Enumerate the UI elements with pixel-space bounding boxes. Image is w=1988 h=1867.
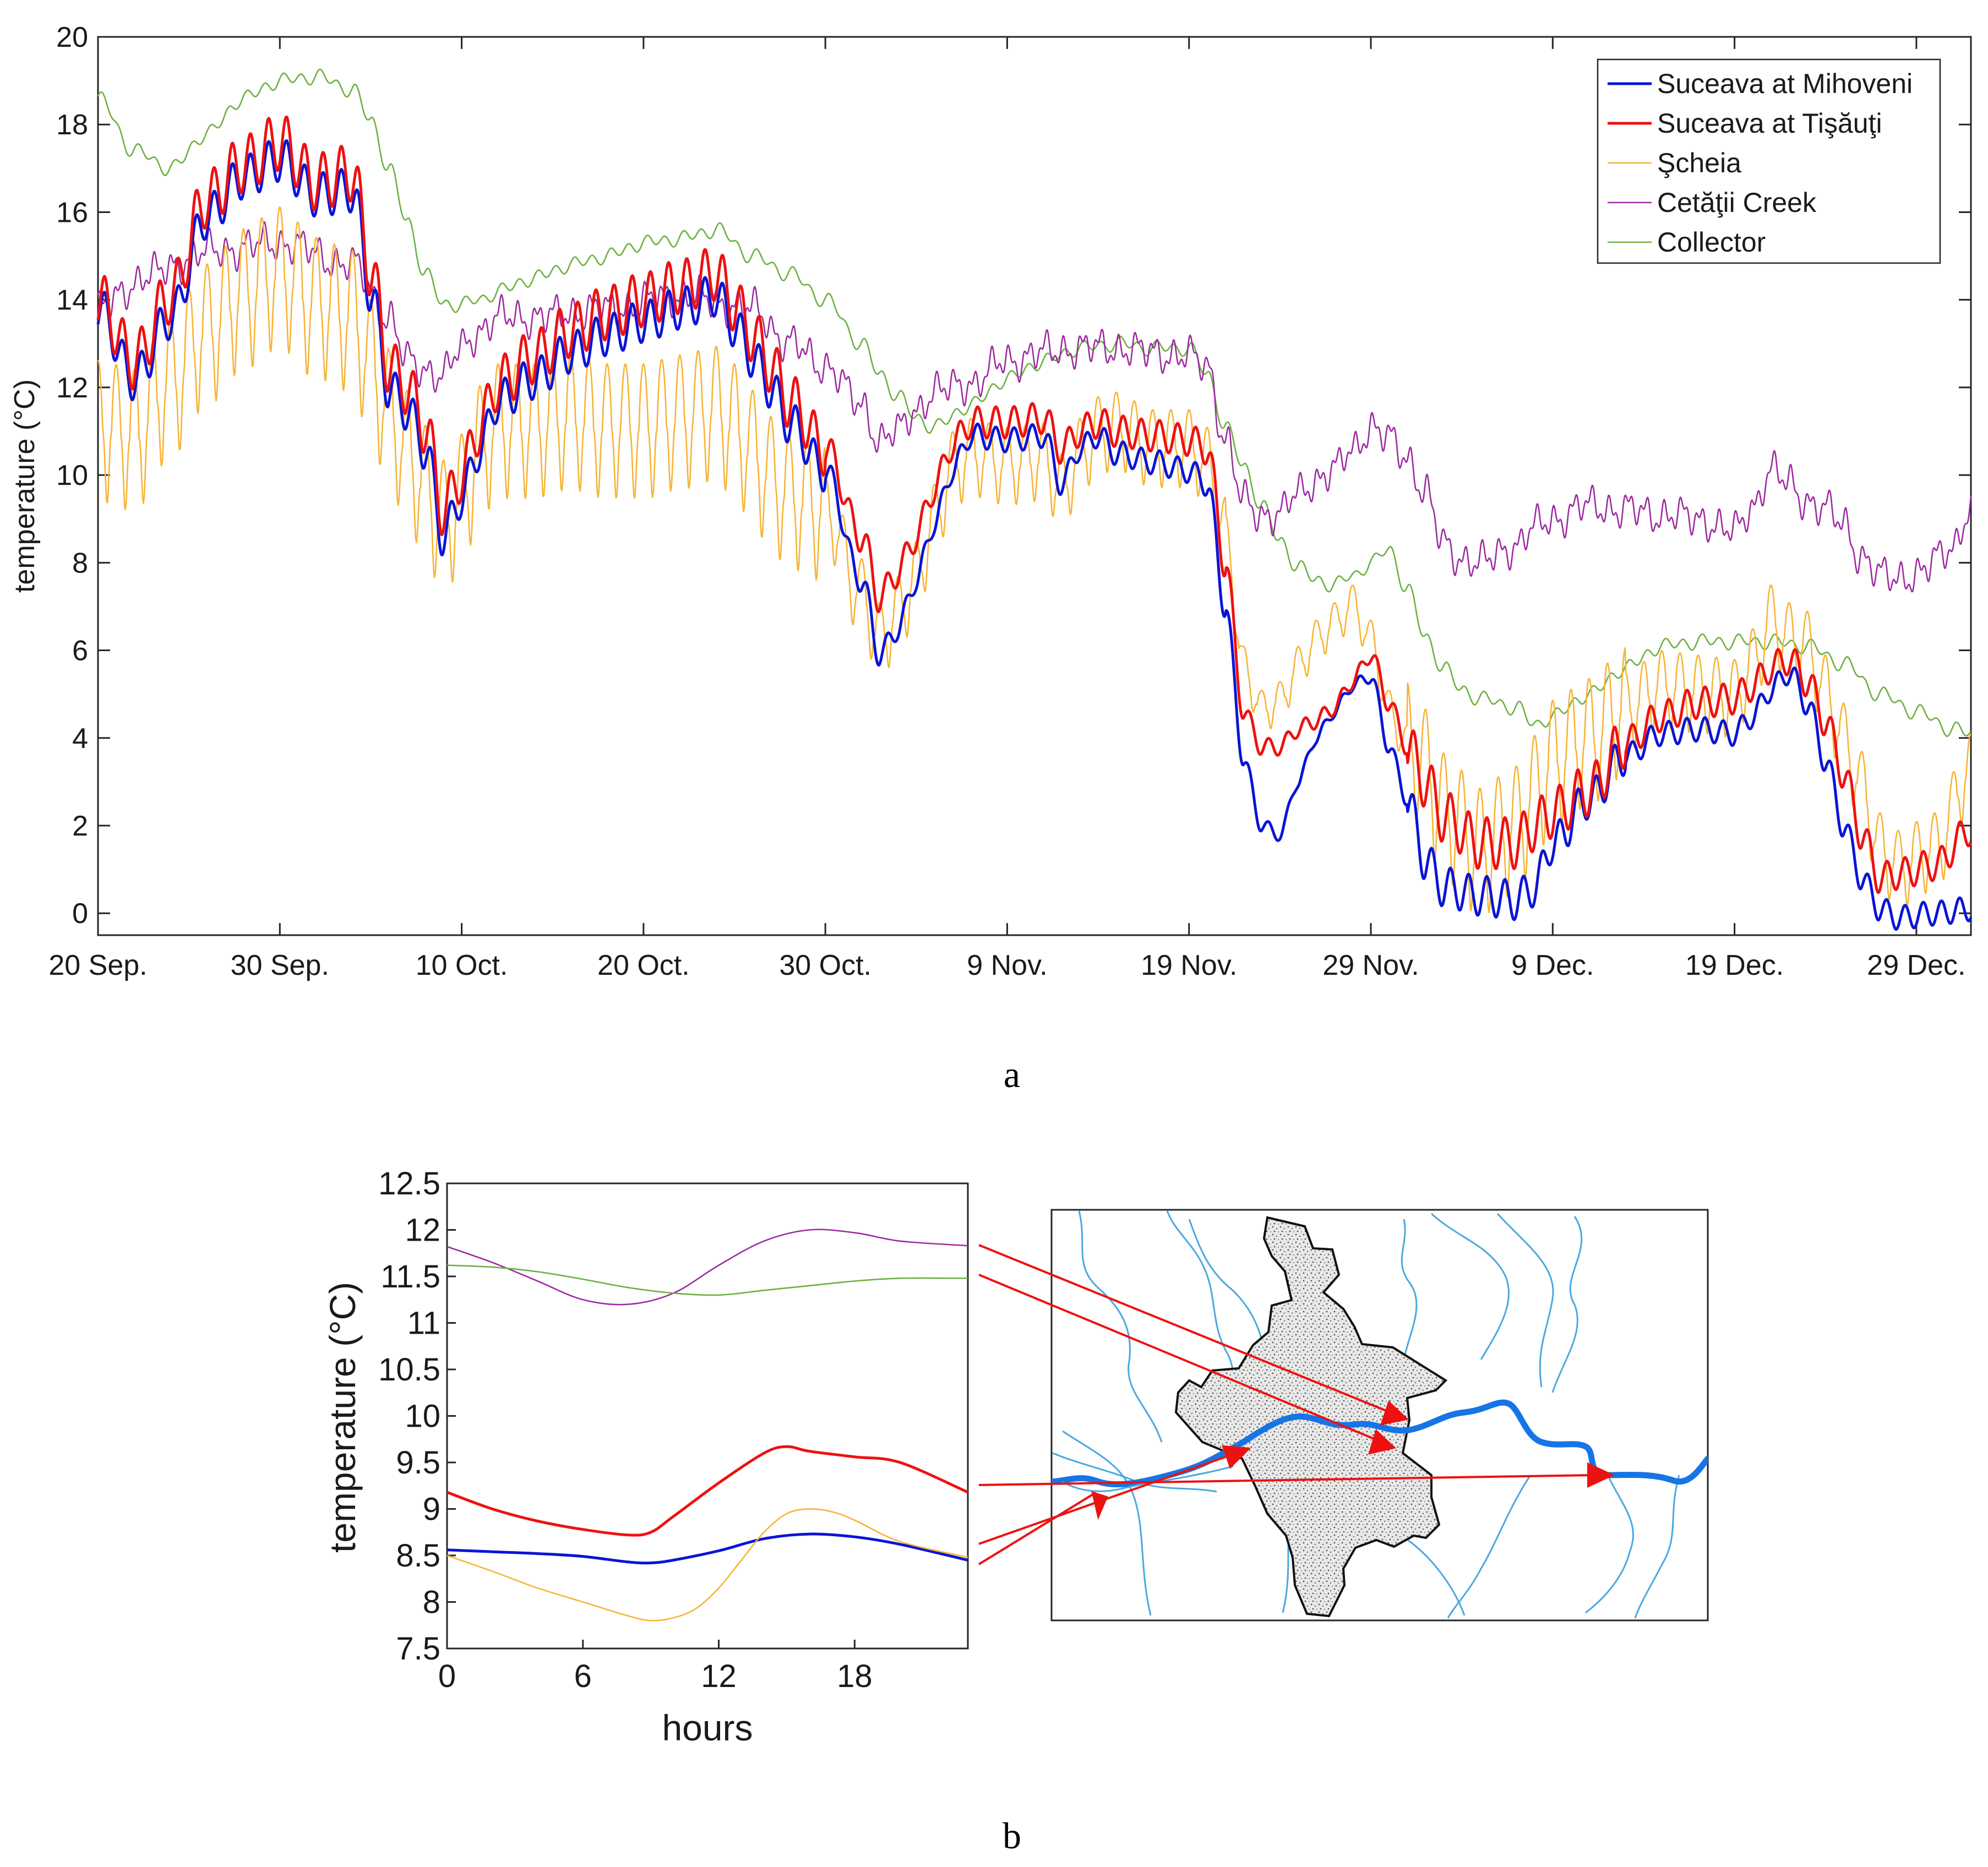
x-tick-label: 19 Nov. bbox=[1141, 949, 1237, 981]
y-tick-label: 4 bbox=[72, 723, 88, 755]
y-tick-label: 11.5 bbox=[380, 1259, 440, 1295]
x-tick-label: 12 bbox=[701, 1658, 737, 1694]
arrow-head-mihoveni bbox=[1222, 1445, 1251, 1469]
arrow-line-collector bbox=[978, 1274, 1382, 1443]
y-tick-label: 2 bbox=[72, 810, 88, 842]
x-tick-label: 30 Oct. bbox=[779, 949, 872, 981]
legend-label-suceava-at-tisauti: Suceava at Tişăuţi bbox=[1657, 108, 1882, 139]
panel-b-label: b bbox=[1003, 1815, 1021, 1857]
series-line-suceava-at-mihoveni bbox=[446, 1532, 968, 1565]
arrow-line-cetatii bbox=[978, 1244, 1393, 1415]
map-panel bbox=[1050, 1209, 1709, 1622]
panel-a-label: a bbox=[1004, 1053, 1020, 1095]
panel-b-chart: 7.5 8 8.5 9 9.5 10 10.5 11 11.5 12 12.5 0 6 12 18 tem… bbox=[322, 1166, 969, 1748]
panel-a-y-ticks: 0 2 4 6 8 10 12 14 16 18 20 bbox=[56, 21, 1971, 930]
series-line-scheia bbox=[97, 206, 1972, 914]
y-tick-label: 10.5 bbox=[378, 1352, 440, 1388]
y-tick-label: 16 bbox=[56, 196, 88, 228]
series-line-suceava-at-tisauti bbox=[446, 1445, 969, 1537]
panel-a-series bbox=[96, 68, 1973, 931]
y-tick-label: 18 bbox=[56, 109, 88, 141]
panel-b-x-ticks: 0 6 12 18 bbox=[438, 1640, 873, 1694]
y-tick-label: 9.5 bbox=[396, 1445, 440, 1481]
y-tick-label: 8 bbox=[423, 1585, 440, 1620]
y-tick-label: 9 bbox=[423, 1492, 440, 1527]
y-tick-label: 20 bbox=[56, 21, 88, 53]
series-line-suceava-at-tisauti bbox=[96, 116, 1973, 894]
y-tick-label: 14 bbox=[56, 285, 88, 316]
arrow-line-scheia bbox=[978, 1492, 1097, 1565]
y-tick-label: 12 bbox=[56, 372, 88, 404]
legend: Suceava at Mihoveni Suceava at Tişăuţi Şch… bbox=[1597, 58, 1941, 264]
series-line-collector bbox=[97, 68, 1972, 738]
y-tick-label: 7.5 bbox=[396, 1631, 440, 1667]
legend-label-collector: Collector bbox=[1657, 227, 1766, 258]
x-tick-label: 30 Sep. bbox=[231, 949, 329, 981]
legend-label-cetatii-creek: Cetăţii Creek bbox=[1657, 187, 1817, 218]
panel-b-x-axis-label: hours bbox=[662, 1707, 753, 1748]
y-tick-label: 12.5 bbox=[378, 1166, 440, 1202]
sampling-arrows bbox=[978, 1244, 1615, 1565]
panel-a-x-ticks: 20 Sep. 30 Sep. 10 Oct. 20 Oct. 30 Oct. 9 Nov… bbox=[48, 37, 1966, 981]
y-tick-label: 6 bbox=[72, 635, 88, 667]
x-tick-label: 20 Sep. bbox=[48, 949, 147, 981]
y-tick-label: 0 bbox=[72, 898, 88, 930]
series-line-collector bbox=[446, 1264, 968, 1296]
x-tick-label: 29 Nov. bbox=[1322, 949, 1419, 981]
legend-label-suceava-at-mihoveni: Suceava at Mihoveni bbox=[1657, 68, 1913, 99]
series-line-cetatii-creek bbox=[97, 221, 1972, 593]
arrow-head-tisauti bbox=[1587, 1462, 1615, 1488]
series-line-scheia bbox=[446, 1508, 968, 1622]
x-tick-label: 18 bbox=[837, 1658, 873, 1694]
arrow-head-scheia bbox=[1091, 1491, 1108, 1520]
x-tick-label: 29 Dec. bbox=[1867, 949, 1965, 981]
y-tick-label: 12 bbox=[405, 1213, 440, 1248]
y-tick-label: 8 bbox=[72, 547, 88, 579]
arrow-head-cetatii bbox=[1380, 1400, 1409, 1426]
x-tick-label: 0 bbox=[438, 1658, 456, 1694]
y-tick-label: 11 bbox=[407, 1306, 440, 1341]
series-line-cetatii-creek bbox=[446, 1229, 968, 1306]
panel-b-series bbox=[446, 1229, 969, 1622]
x-tick-label: 10 Oct. bbox=[416, 949, 508, 981]
legend-box bbox=[1597, 58, 1941, 264]
panel-b-y-ticks: 7.5 8 8.5 9 9.5 10 10.5 11 11.5 12 12.5 bbox=[378, 1166, 456, 1667]
series-line-suceava-at-mihoveni bbox=[96, 139, 1973, 931]
x-tick-label: 20 Oct. bbox=[597, 949, 690, 981]
x-tick-label: 9 Nov. bbox=[967, 949, 1047, 981]
y-tick-label: 10 bbox=[405, 1399, 440, 1434]
panel-a-y-axis-label: temperature (°C) bbox=[9, 379, 41, 593]
y-tick-label: 8.5 bbox=[396, 1538, 440, 1574]
arrow-line-tisauti bbox=[978, 1474, 1594, 1486]
x-tick-label: 9 Dec. bbox=[1511, 949, 1594, 981]
arrow-head-collector bbox=[1368, 1429, 1397, 1455]
legend-label-scheia: Şcheia bbox=[1657, 148, 1741, 178]
x-tick-label: 6 bbox=[574, 1658, 592, 1694]
panel-b-axes-box bbox=[446, 1182, 969, 1650]
panel-b-y-axis-label: temperature (°C) bbox=[322, 1282, 363, 1553]
y-tick-label: 10 bbox=[56, 460, 88, 492]
x-tick-label: 19 Dec. bbox=[1685, 949, 1784, 981]
